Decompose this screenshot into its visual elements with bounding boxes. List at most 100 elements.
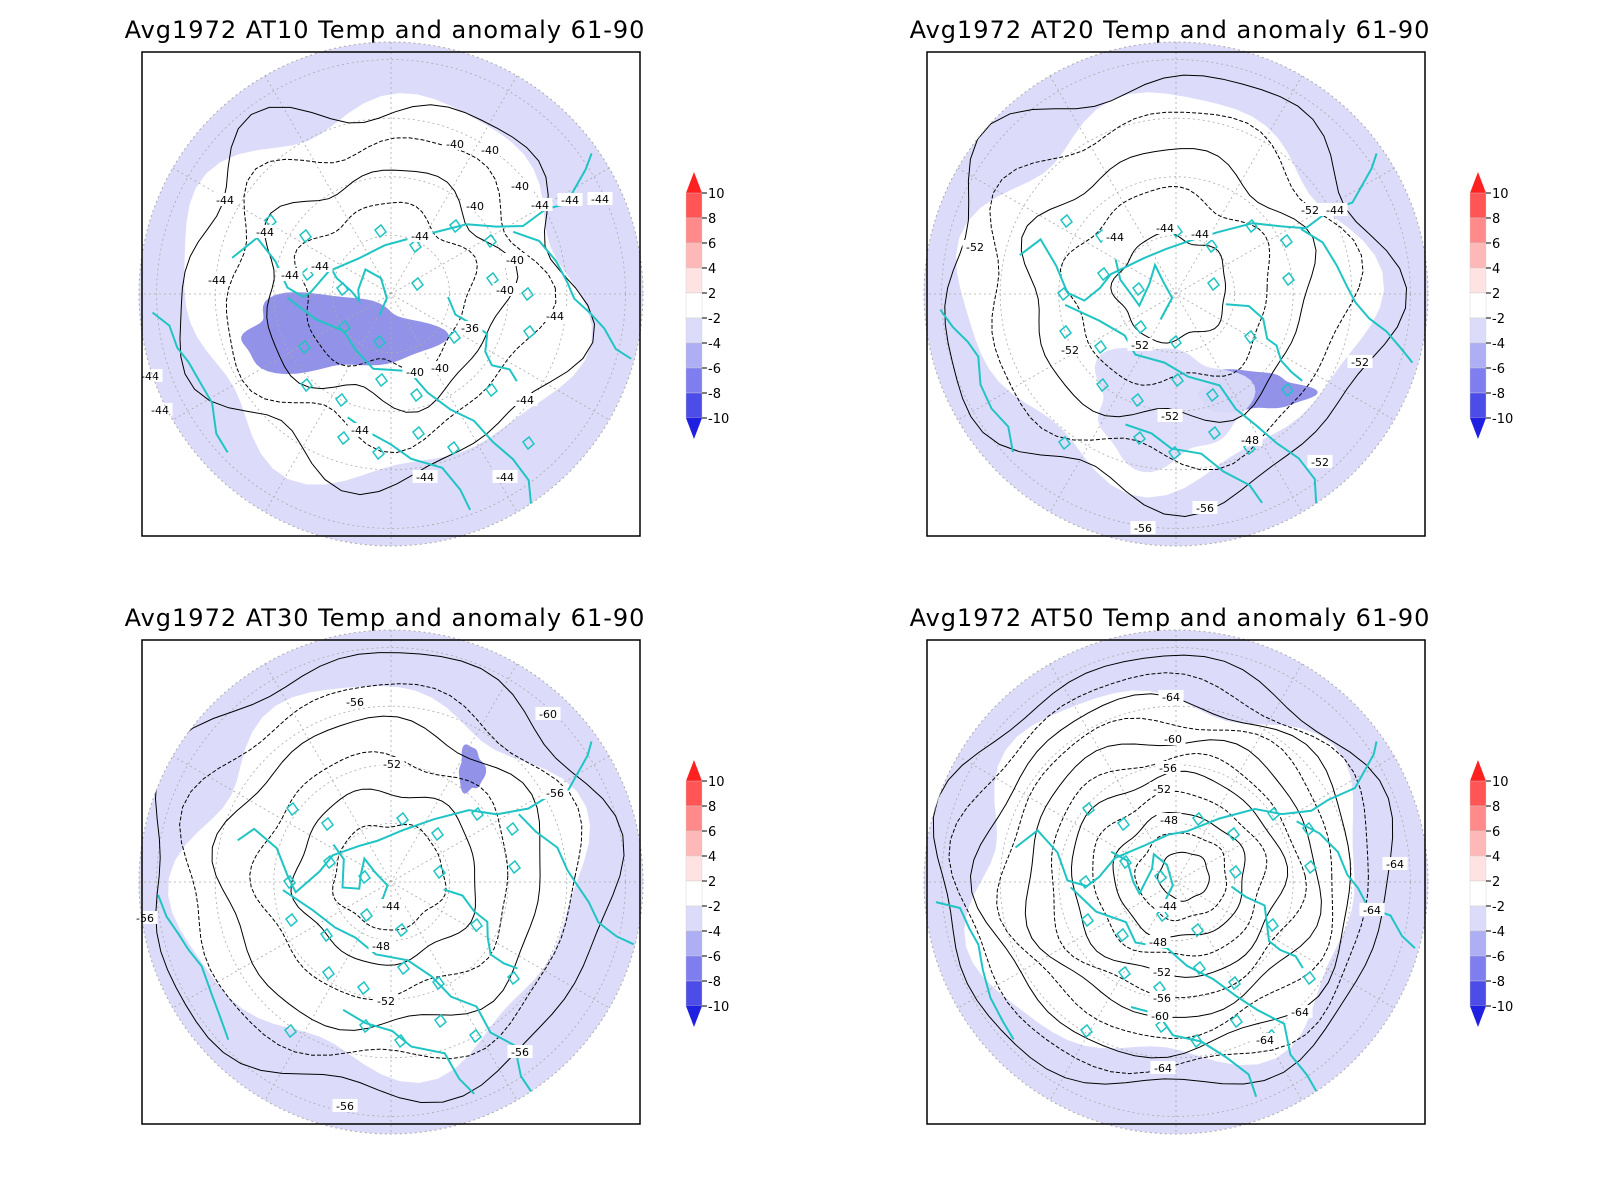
contour-label-bg bbox=[347, 423, 373, 436]
contour-label: -44 bbox=[416, 471, 434, 484]
coastline bbox=[1014, 741, 1378, 888]
temperature-contour bbox=[154, 652, 625, 1104]
colorbar-swatch bbox=[1469, 392, 1487, 419]
contour-label: -44 bbox=[382, 900, 400, 913]
contour-label-bg bbox=[1057, 343, 1083, 356]
map-boundary bbox=[138, 41, 644, 547]
colorbar-swatch bbox=[685, 267, 703, 294]
contour-label-bg bbox=[492, 283, 518, 296]
colorbar-tick-label: -4 bbox=[1492, 337, 1505, 352]
contour-label-bg bbox=[462, 199, 488, 212]
contour-label-bg bbox=[412, 470, 438, 483]
colorbar-swatch bbox=[1469, 317, 1487, 344]
colorbar-swatch bbox=[685, 367, 703, 394]
contour-label: -56 bbox=[1159, 762, 1177, 775]
colorbar-swatch bbox=[685, 930, 703, 957]
contour-label: -44 bbox=[516, 394, 534, 407]
boundary-shape bbox=[396, 960, 411, 976]
boundary-shape bbox=[1205, 387, 1220, 403]
contour-label: -52 bbox=[377, 995, 395, 1008]
boundary-shape bbox=[371, 445, 386, 461]
colorbar-swatch bbox=[1469, 342, 1487, 369]
contour-label: -48 bbox=[372, 940, 390, 953]
boundary-shape bbox=[320, 816, 335, 832]
colorbar-swatch bbox=[685, 855, 703, 882]
contour-label: -56 bbox=[511, 1046, 529, 1059]
boundary-shape bbox=[446, 440, 461, 456]
contour-label-bg bbox=[1102, 230, 1128, 243]
map-disk bbox=[139, 630, 643, 1134]
coastline bbox=[1110, 850, 1174, 906]
contour-label-bg bbox=[1307, 455, 1333, 468]
contour-label-bg bbox=[1347, 355, 1373, 368]
contour-label: -48 bbox=[1241, 434, 1259, 447]
boundary-shape bbox=[506, 970, 521, 986]
boundary-shape bbox=[1168, 334, 1183, 350]
temperature-contour bbox=[1157, 851, 1210, 902]
polar-map: -44-44-44-44-44-44-44-44-40-40-40-36-40-… bbox=[137, 41, 644, 547]
contour-label-bg bbox=[1187, 227, 1213, 240]
boundary-shape bbox=[1192, 960, 1207, 976]
colorbar-tick-label: -10 bbox=[1492, 412, 1513, 427]
temperature-contour bbox=[932, 654, 1394, 1085]
contour-label-bg bbox=[535, 707, 561, 720]
colorbar-swatch bbox=[1469, 930, 1487, 957]
contour-label-bg bbox=[342, 695, 368, 708]
boundary-shape bbox=[410, 276, 425, 292]
contour-label: -44 bbox=[531, 199, 549, 212]
boundary-shape bbox=[356, 980, 371, 996]
contour-label-bg bbox=[1287, 1005, 1313, 1018]
temperature-contour bbox=[1020, 148, 1317, 423]
colorbar-tick-label: 6 bbox=[1492, 237, 1500, 252]
contour-label: -52 bbox=[966, 241, 984, 254]
contour-label-bg bbox=[1192, 501, 1218, 514]
coastline bbox=[342, 1008, 475, 1095]
contour-label-bg bbox=[1152, 221, 1178, 234]
longitude-gridline bbox=[172, 755, 610, 1009]
boundary-shape bbox=[1170, 372, 1185, 388]
temperature-contour bbox=[264, 169, 519, 413]
longitude-gridline bbox=[957, 755, 1395, 1009]
contour-label-bg bbox=[332, 1099, 358, 1112]
temperature-contour bbox=[179, 104, 596, 496]
colorbar-tick-label: 6 bbox=[708, 825, 716, 840]
contour-label-bg bbox=[527, 198, 553, 211]
polar-map: -64 -60 -56 -52 -48 -44 -48 -52 -56 -60 -64 -64 -64 -… bbox=[923, 629, 1429, 1135]
contour-label: -44 bbox=[208, 274, 226, 287]
colorbar-swatch bbox=[1469, 955, 1487, 982]
contour-label: -44 bbox=[591, 193, 609, 206]
colorbar-tick-label: -4 bbox=[708, 925, 721, 940]
contour-label-bg bbox=[542, 309, 568, 322]
boundary-shape bbox=[1093, 339, 1108, 355]
contour-label-bg bbox=[1157, 409, 1183, 422]
colorbar-tick-label: -8 bbox=[1492, 975, 1505, 990]
boundary-shape bbox=[1167, 445, 1182, 461]
temperature-contour bbox=[1070, 770, 1289, 978]
contour-label-bg bbox=[507, 1045, 533, 1058]
coastline bbox=[1300, 228, 1414, 364]
colorbar-tick-label: 4 bbox=[1492, 850, 1500, 865]
contour-label: -44 bbox=[1156, 222, 1174, 235]
boundary-shape bbox=[1244, 218, 1259, 234]
contour-label-bg bbox=[442, 137, 468, 150]
boundary-shape bbox=[1207, 425, 1222, 441]
contour-label-bg bbox=[457, 321, 483, 334]
colorbar-swatch bbox=[685, 392, 703, 419]
map-panel-at20: Avg1972 AT20 Temp and anomaly 61-90 -52-… bbox=[900, 0, 1600, 560]
contour-label: -52 bbox=[1161, 410, 1179, 423]
panel-title: Avg1972 AT30 Temp and anomaly 61-90 bbox=[124, 604, 646, 632]
boundary-shape bbox=[373, 223, 388, 239]
colorbar-tick-label: 10 bbox=[1492, 775, 1509, 790]
colorbar-swatch bbox=[1469, 367, 1487, 394]
contour-label-bg bbox=[1147, 1009, 1173, 1022]
contour-label: -44 bbox=[141, 370, 159, 383]
contour-label: -56 bbox=[346, 696, 364, 709]
contour-label-bg bbox=[1297, 203, 1323, 216]
colorbar-lower-arrow bbox=[1470, 418, 1486, 439]
temperature-contour bbox=[944, 74, 1408, 518]
contour-label: -48 bbox=[1149, 936, 1167, 949]
contour-label-bg bbox=[379, 757, 405, 770]
contour-label-bg bbox=[1160, 732, 1186, 745]
colorbar-swatch bbox=[685, 317, 703, 344]
temperature-contour bbox=[1024, 739, 1322, 1018]
